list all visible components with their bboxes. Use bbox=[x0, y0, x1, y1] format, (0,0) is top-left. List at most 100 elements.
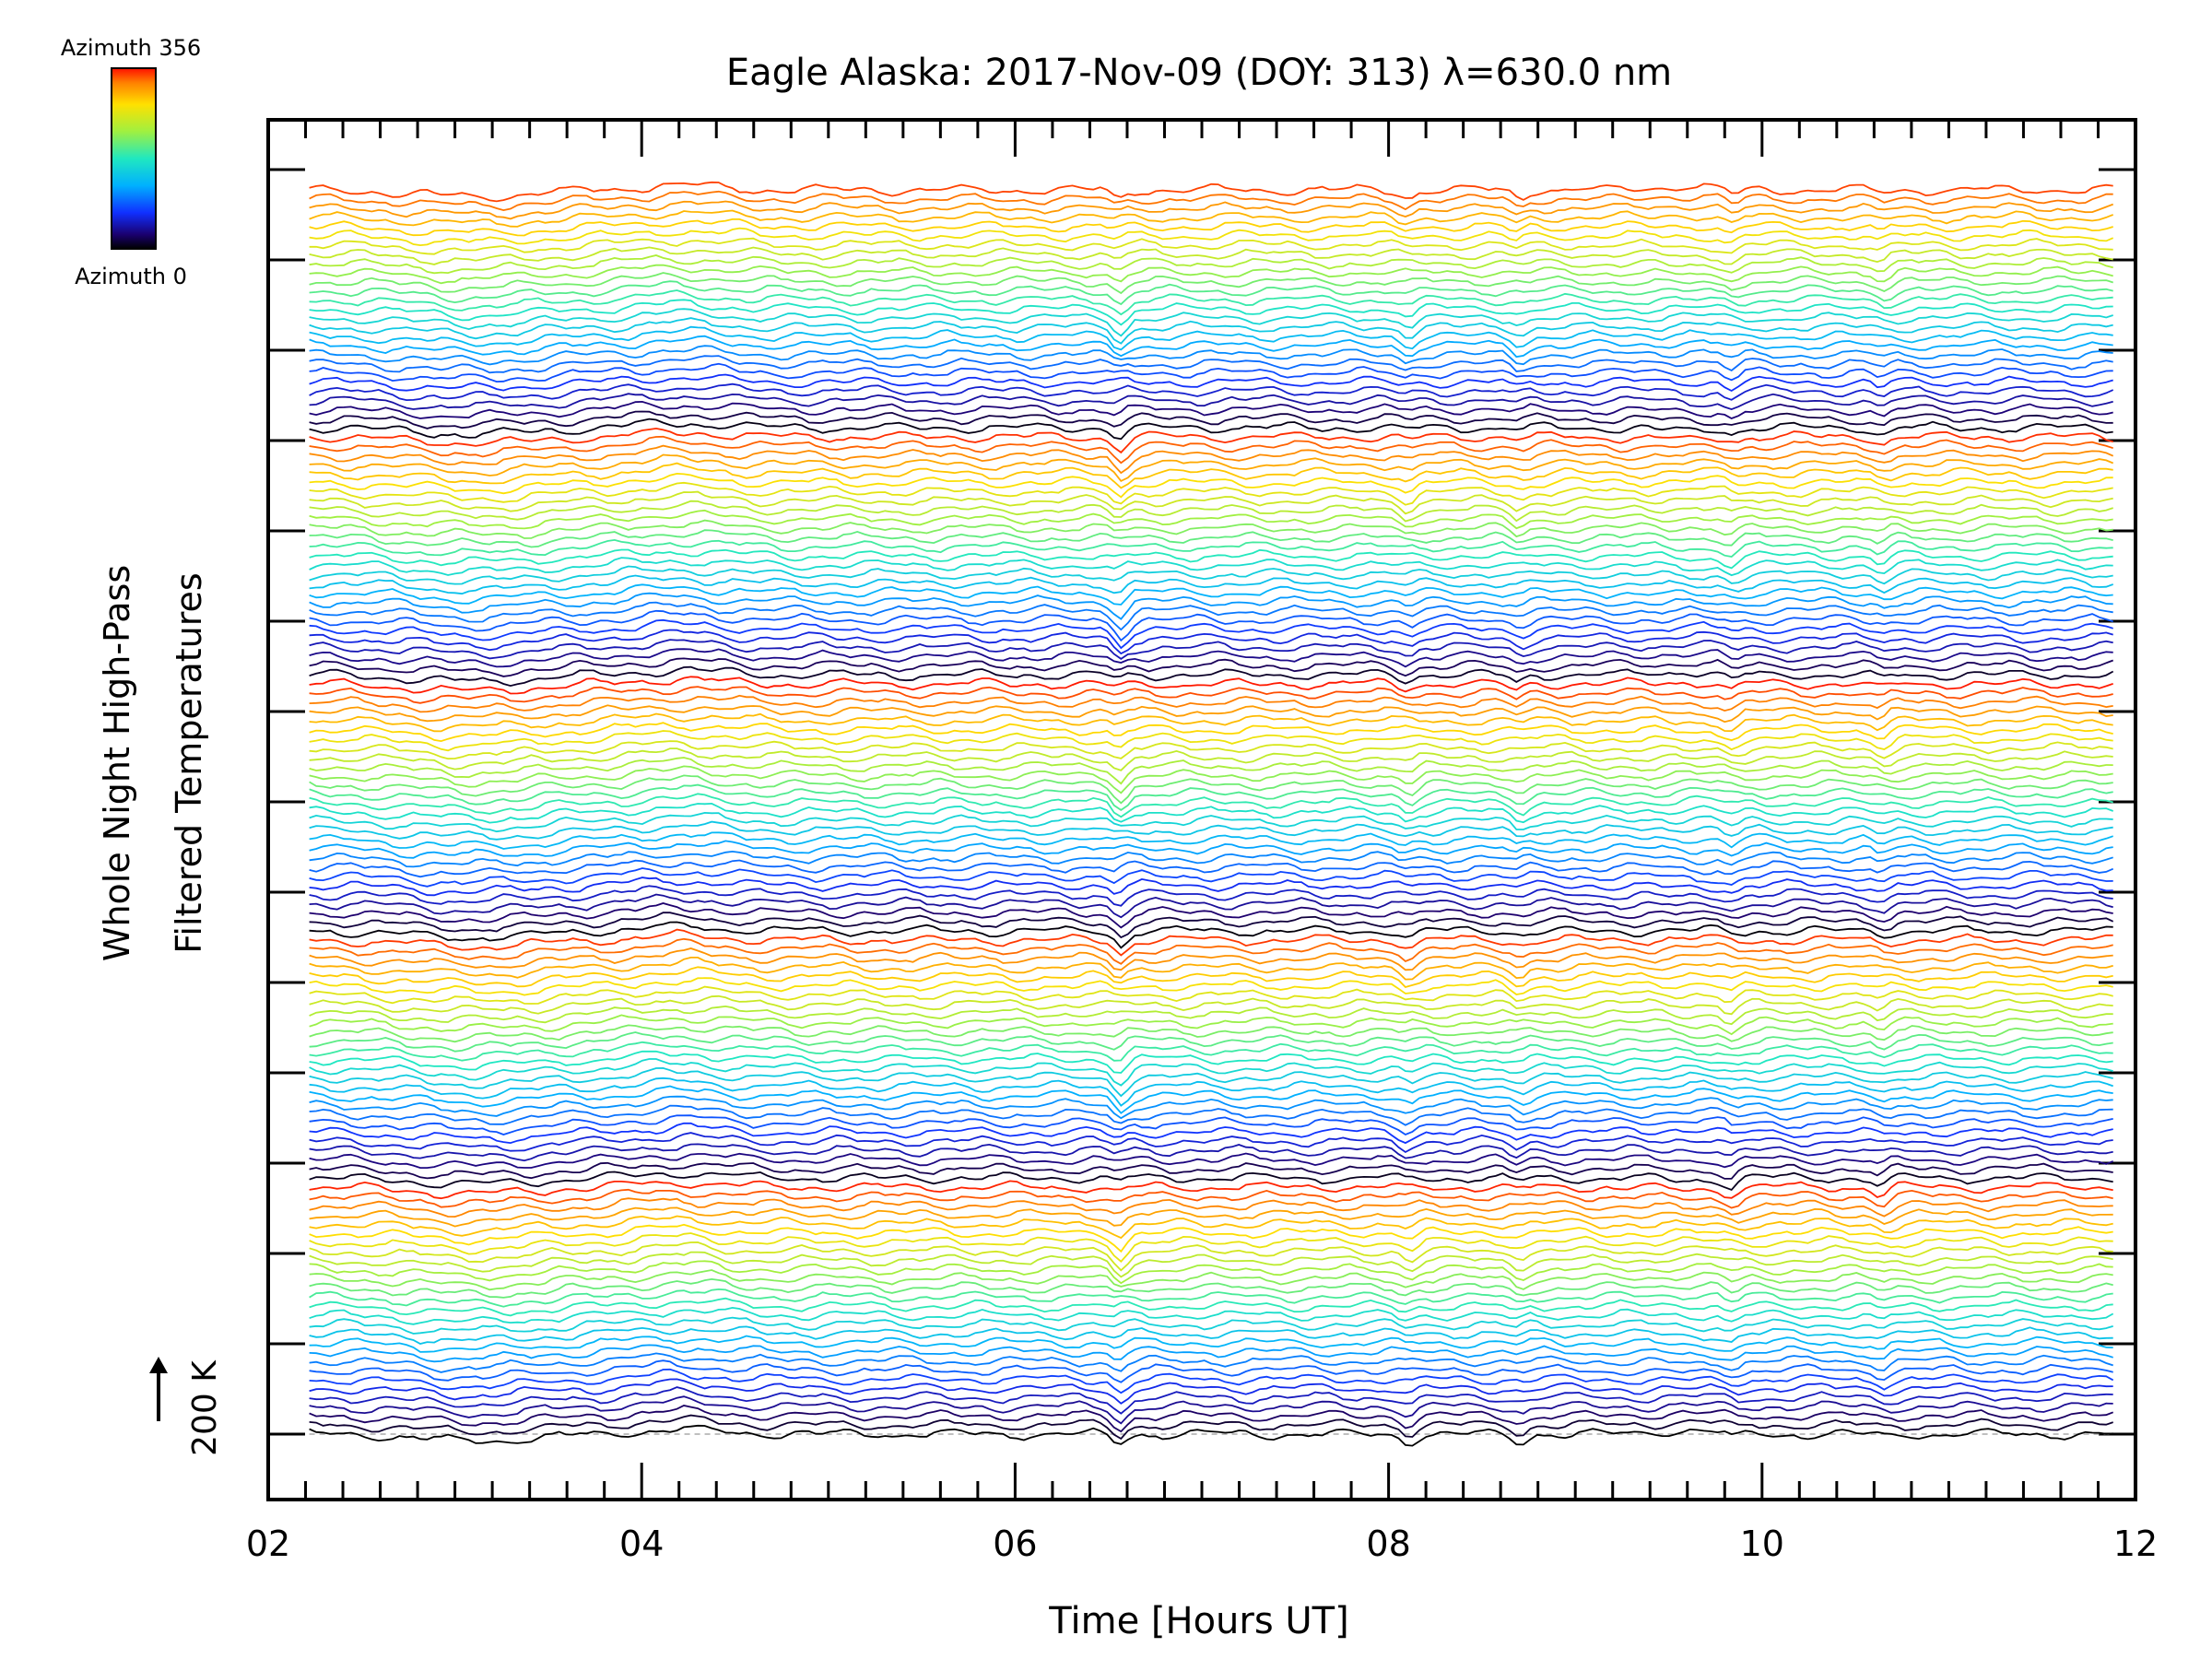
temperature-trace bbox=[309, 325, 2113, 351]
temperature-trace bbox=[309, 299, 2113, 326]
temperature-trace bbox=[309, 885, 2113, 907]
colorbar-top-label: Azimuth 356 bbox=[61, 35, 201, 61]
x-tick-label: 02 bbox=[246, 1524, 290, 1564]
temperature-trace bbox=[309, 985, 2113, 1005]
scale-arrow-icon bbox=[149, 1357, 168, 1373]
temperature-trace bbox=[309, 783, 2113, 811]
temperature-trace bbox=[309, 1041, 2113, 1062]
temperature-trace bbox=[309, 912, 2114, 939]
temperature-trace bbox=[309, 362, 2113, 383]
temperature-trace bbox=[309, 1031, 2113, 1053]
y-axis-label-line1: Whole Night High-Pass bbox=[97, 565, 137, 961]
temperature-trace bbox=[309, 1122, 2113, 1145]
temperature-trace bbox=[309, 355, 2113, 374]
temperature-trace bbox=[309, 181, 2113, 203]
temperature-trace bbox=[309, 1095, 2113, 1120]
temperature-trace bbox=[309, 1368, 2114, 1394]
temperature-trace bbox=[309, 1005, 2113, 1026]
temperature-trace bbox=[309, 272, 2113, 295]
temperature-trace bbox=[309, 574, 2114, 595]
temperature-trace bbox=[309, 902, 2113, 929]
temperature-trace bbox=[309, 264, 2113, 285]
temperature-trace bbox=[309, 1223, 2113, 1253]
temperature-trace bbox=[309, 1405, 2114, 1433]
temperature-trace bbox=[309, 1359, 2113, 1383]
temperature-trace bbox=[309, 481, 2113, 506]
temperature-trace bbox=[309, 676, 2113, 695]
temperature-trace bbox=[309, 1104, 2113, 1126]
temperature-trace bbox=[309, 765, 2113, 794]
temperature-trace bbox=[309, 618, 2113, 650]
temperature-trace bbox=[309, 747, 2113, 771]
temperature-trace bbox=[309, 947, 2113, 971]
temperature-trace bbox=[309, 1297, 2113, 1317]
scale-bar-label: 200 K bbox=[186, 1359, 224, 1456]
temperature-trace bbox=[309, 609, 2113, 642]
temperature-trace bbox=[309, 1232, 2113, 1263]
temperature-trace bbox=[309, 1335, 2113, 1353]
temperature-trace bbox=[309, 246, 2113, 265]
temperature-trace bbox=[309, 1306, 2114, 1325]
temperature-trace bbox=[309, 820, 2113, 841]
temperature-trace bbox=[309, 1215, 2113, 1240]
temperature-trace bbox=[309, 254, 2113, 275]
temperature-trace bbox=[309, 793, 2113, 818]
temperature-trace bbox=[309, 859, 2114, 878]
temperature-trace bbox=[309, 1014, 2113, 1036]
temperature-trace bbox=[309, 831, 2113, 850]
temperature-trace bbox=[309, 601, 2113, 631]
temperature-trace bbox=[309, 1260, 2113, 1285]
temperature-trace bbox=[309, 519, 2113, 539]
temperature-trace bbox=[309, 1050, 2113, 1074]
temperature-trace bbox=[309, 957, 2113, 981]
temperature-trace bbox=[309, 509, 2113, 530]
temperature-trace bbox=[309, 757, 2113, 785]
temperature-trace bbox=[309, 1180, 2113, 1200]
y-axis-ticks bbox=[268, 168, 2136, 1436]
temperature-trace bbox=[309, 308, 2113, 337]
temperature-trace bbox=[309, 657, 2114, 677]
x-axis-ticks bbox=[266, 120, 2137, 1500]
temperature-trace bbox=[309, 393, 2113, 411]
temperature-trace bbox=[309, 1288, 2113, 1308]
temperature-trace bbox=[309, 1188, 2113, 1209]
temperature-trace bbox=[309, 418, 2113, 441]
temperature-trace bbox=[309, 317, 2113, 345]
temperature-trace bbox=[309, 565, 2113, 585]
temperature-trace bbox=[309, 1171, 2113, 1192]
temperature-trace bbox=[309, 209, 2114, 228]
temperature-trace bbox=[309, 410, 2113, 429]
temperature-trace bbox=[309, 472, 2113, 499]
temperature-trace bbox=[309, 462, 2113, 489]
temperature-trace bbox=[309, 1132, 2113, 1154]
chart-title: Eagle Alaska: 2017-Nov-09 (DOY: 313) λ=6… bbox=[726, 52, 1672, 94]
temperature-trace bbox=[309, 1143, 2113, 1162]
temperature-trace bbox=[309, 966, 2113, 989]
temperature-trace bbox=[309, 200, 2114, 220]
temperature-trace bbox=[309, 1316, 2113, 1335]
temperature-trace bbox=[309, 722, 2113, 743]
temperature-trace bbox=[309, 490, 2113, 515]
temperature-trace bbox=[309, 686, 2113, 704]
temperature-trace bbox=[309, 1386, 2113, 1415]
temperature-trace bbox=[309, 583, 2113, 606]
temperature-trace bbox=[309, 928, 2113, 957]
temperature-trace bbox=[309, 1424, 2113, 1447]
temperature-trace bbox=[309, 1206, 2113, 1228]
temperature-trace bbox=[309, 453, 2114, 483]
temperature-trace bbox=[309, 1241, 2113, 1272]
temperature-trace bbox=[309, 840, 2113, 859]
temperature-trace bbox=[309, 1058, 2113, 1087]
temperature-trace bbox=[309, 937, 2113, 965]
temperature-trace bbox=[309, 994, 2113, 1016]
temperature-trace bbox=[309, 774, 2113, 805]
temperature-trace bbox=[309, 373, 2113, 393]
temperature-trace bbox=[309, 704, 2113, 724]
colorbar-bottom-label: Azimuth 0 bbox=[75, 264, 187, 289]
temperature-trace bbox=[309, 548, 2113, 570]
temperature-trace bbox=[309, 802, 2114, 824]
temperature-trace bbox=[309, 500, 2113, 523]
temperature-trace bbox=[309, 921, 2113, 949]
temperature-trace bbox=[309, 867, 2113, 888]
